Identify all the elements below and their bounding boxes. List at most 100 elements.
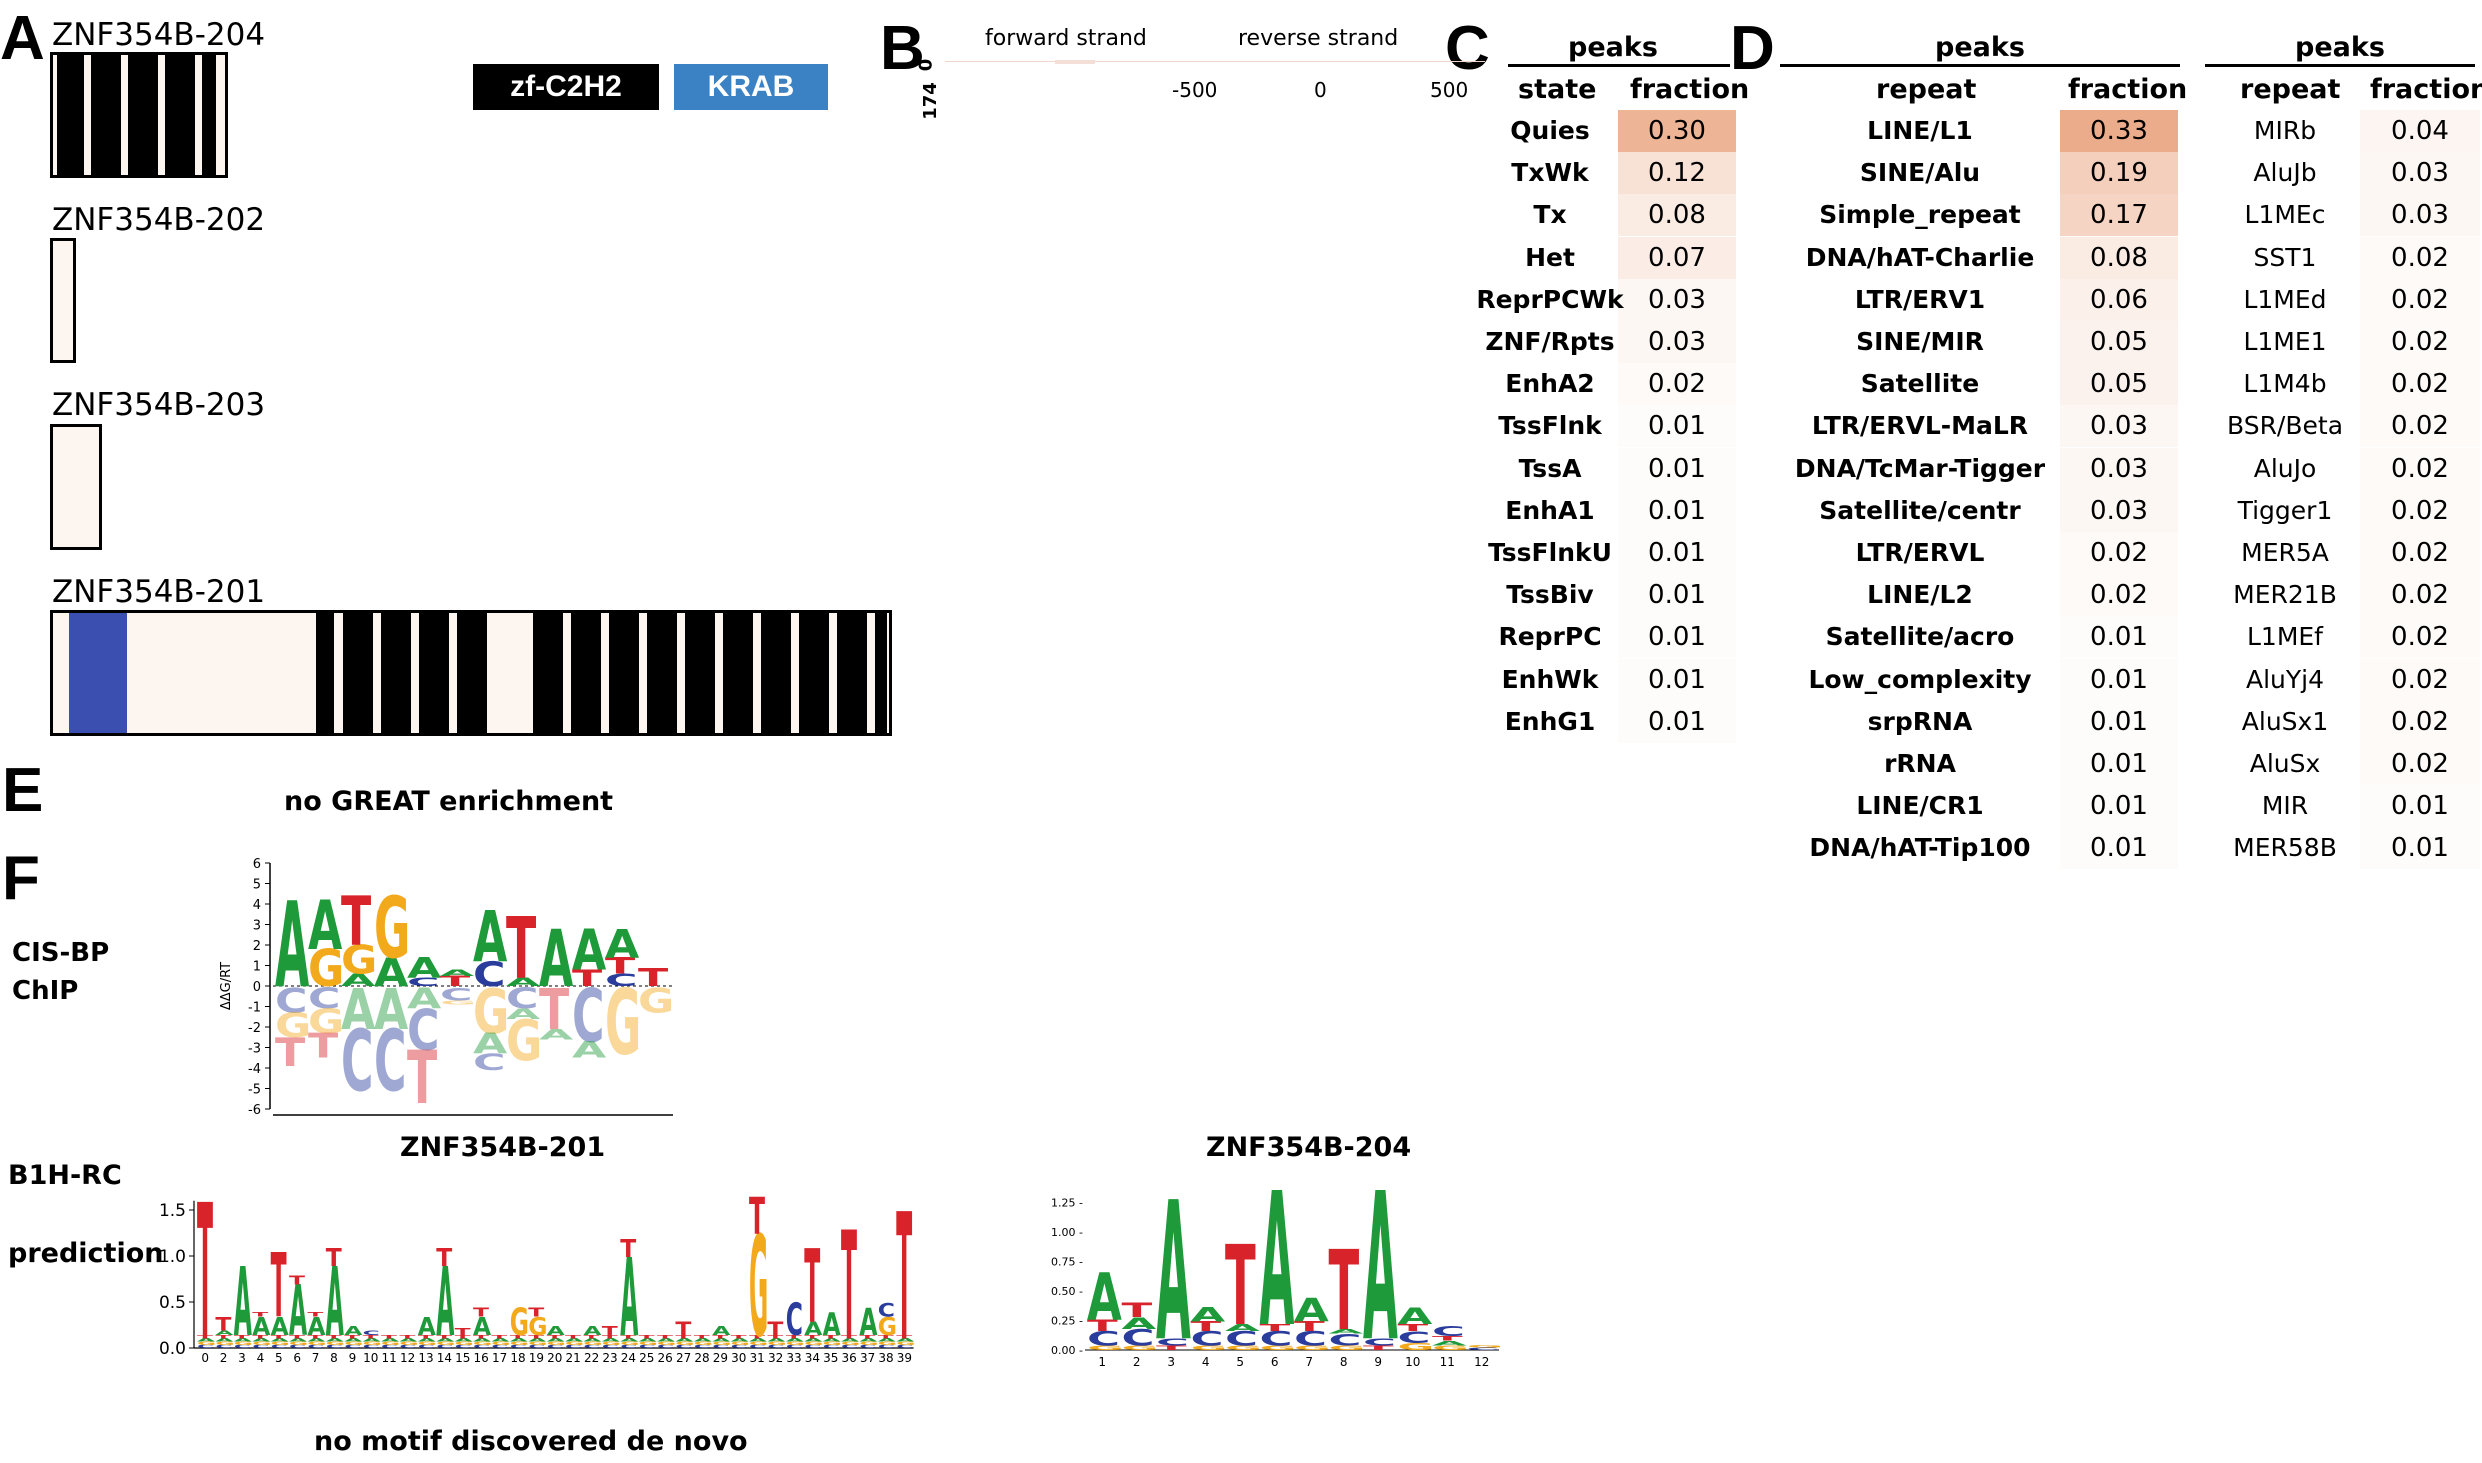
logo-letter-c: C xyxy=(1260,1328,1293,1350)
fraction-value: 0.01 xyxy=(2090,706,2148,737)
fraction-value: 0.01 xyxy=(2391,791,2449,822)
isoform-diagram-204 xyxy=(50,52,228,178)
logo-letter-g: G xyxy=(583,1341,602,1346)
col-header-fraction-d2: fraction xyxy=(2370,74,2482,105)
logo-letter-t: T xyxy=(381,1334,398,1339)
x-tick-label: 17 xyxy=(492,1351,507,1365)
logo-letter-c: C xyxy=(440,985,473,1005)
logo-letter-g: G xyxy=(602,1341,621,1346)
logo-letter-c: C xyxy=(602,1344,619,1349)
panel-letter-a: A xyxy=(0,4,45,73)
fraction-value: 0.02 xyxy=(2391,706,2449,737)
x-tick-500: 500 xyxy=(1430,78,1469,102)
heat-cell xyxy=(1618,616,1736,659)
logo-letter-c: C xyxy=(307,1344,324,1349)
logo-letter-g: G xyxy=(878,1341,897,1346)
logo-letter-c: C xyxy=(1225,1328,1258,1350)
logo-letter-a: A xyxy=(289,1272,307,1352)
zf-domain xyxy=(381,613,411,733)
logo-letter-g: G xyxy=(1432,1344,1469,1352)
logo-letter-g: G xyxy=(510,1301,529,1344)
zf-domain xyxy=(165,55,195,175)
x-tick-label: 22 xyxy=(584,1351,599,1365)
logo-letter-a: A xyxy=(506,976,540,989)
logo-letter-g: G xyxy=(440,999,476,1005)
row-label: L1M4b xyxy=(2243,369,2327,399)
fraction-value: 0.03 xyxy=(1648,327,1706,357)
row-label: L1MEd xyxy=(2243,284,2327,314)
fraction-value: 0.08 xyxy=(2090,242,2148,273)
logo-letter-t: T xyxy=(804,1334,821,1339)
logo-letter-t: T xyxy=(197,1334,214,1339)
logo-letter-a: A xyxy=(657,1337,675,1342)
x-tick-label: 19 xyxy=(529,1351,544,1365)
logo-letter-a: A xyxy=(307,1311,325,1341)
logo-letter-t: T xyxy=(455,1326,472,1338)
panel-letter-b: B xyxy=(880,14,925,83)
y-tick-label: 0.5 xyxy=(159,1293,186,1313)
logo-letter-g: G xyxy=(878,1311,897,1341)
fraction-value: 0.01 xyxy=(1648,706,1706,737)
header-rule-c xyxy=(1508,64,1730,67)
logo-letter-c: C xyxy=(896,1344,913,1349)
fraction-value: 0.03 xyxy=(1648,284,1706,315)
logo-letter-g: G xyxy=(455,1341,474,1346)
zf-domain xyxy=(875,613,887,733)
logo-letter-a: A xyxy=(341,977,375,1043)
logo-letter-g: G xyxy=(694,1341,713,1346)
fraction-value: 0.01 xyxy=(1648,538,1706,568)
logo-letter-t: T xyxy=(1156,1344,1187,1352)
row-label: Quies xyxy=(1510,116,1590,145)
title-znf354b-204: ZNF354B-204 xyxy=(1206,1132,1412,1163)
logo-letter-a: A xyxy=(344,1324,363,1338)
fraction-value: 0.02 xyxy=(2391,749,2449,779)
row-label: AluJb xyxy=(2253,158,2317,188)
row-label: MER5A xyxy=(2241,538,2329,567)
logo-letter-g: G xyxy=(510,1341,529,1346)
x-tick-label: 24 xyxy=(621,1351,636,1365)
heat-cell xyxy=(1618,321,1736,363)
logo-letter-c: C xyxy=(1294,1328,1327,1350)
logo-letter-t: T xyxy=(506,900,536,998)
logo-letter-g: G xyxy=(289,1341,308,1346)
logo-letter-t: T xyxy=(749,1190,765,1247)
logo-letter-g: G xyxy=(506,1008,542,1074)
heatmap-signal xyxy=(1055,60,1095,64)
row-label: rRNA xyxy=(1884,749,1956,778)
col-header-state: state xyxy=(1518,74,1597,105)
logo-letter-a: A xyxy=(307,1337,325,1342)
logo-letter-a: A xyxy=(675,1337,693,1342)
row-label: ReprPC xyxy=(1498,622,1602,652)
row-label: TssFlnk xyxy=(1498,411,1602,441)
logo-letter-c: C xyxy=(767,1344,784,1349)
heat-cell xyxy=(2060,532,2178,574)
heat-cell xyxy=(2060,194,2178,237)
row-label: EnhA2 xyxy=(1505,369,1595,399)
row-label: Satellite/acro xyxy=(1825,622,2015,652)
logo-letter-c: C xyxy=(786,1344,803,1349)
logo-letter-g: G xyxy=(271,1341,290,1346)
logo-letter-a: A xyxy=(539,915,574,1006)
logo-letter-t: T xyxy=(289,1274,305,1288)
heat-cell xyxy=(2060,447,2178,490)
logo-letter-a: A xyxy=(565,1337,583,1342)
row-label: TssBiv xyxy=(1506,580,1594,610)
x-tick-label: 21 xyxy=(566,1351,581,1365)
logo-letter-a: A xyxy=(1260,1190,1295,1368)
logo-letter-c: C xyxy=(1467,1347,1500,1351)
logo-letter-c: C xyxy=(1329,1330,1362,1349)
heat-cell xyxy=(2060,700,2178,743)
logo-letter-a: A xyxy=(694,1337,712,1342)
y-tick-174: 174 xyxy=(919,82,941,120)
logo-letter-t: T xyxy=(440,973,471,989)
panel-letter-d: D xyxy=(1730,14,1775,83)
zf-domain xyxy=(571,613,601,733)
logo-letter-g: G xyxy=(1260,1344,1297,1352)
logo-letter-t: T xyxy=(823,1334,840,1339)
zf-domain xyxy=(419,613,449,733)
logo-letter-t: T xyxy=(407,1036,437,1118)
logo-letter-c: C xyxy=(675,1344,692,1349)
heat-cell xyxy=(2360,110,2480,152)
x-tick-label: 12 xyxy=(400,1351,415,1365)
x-tick-label: 37 xyxy=(860,1351,875,1365)
